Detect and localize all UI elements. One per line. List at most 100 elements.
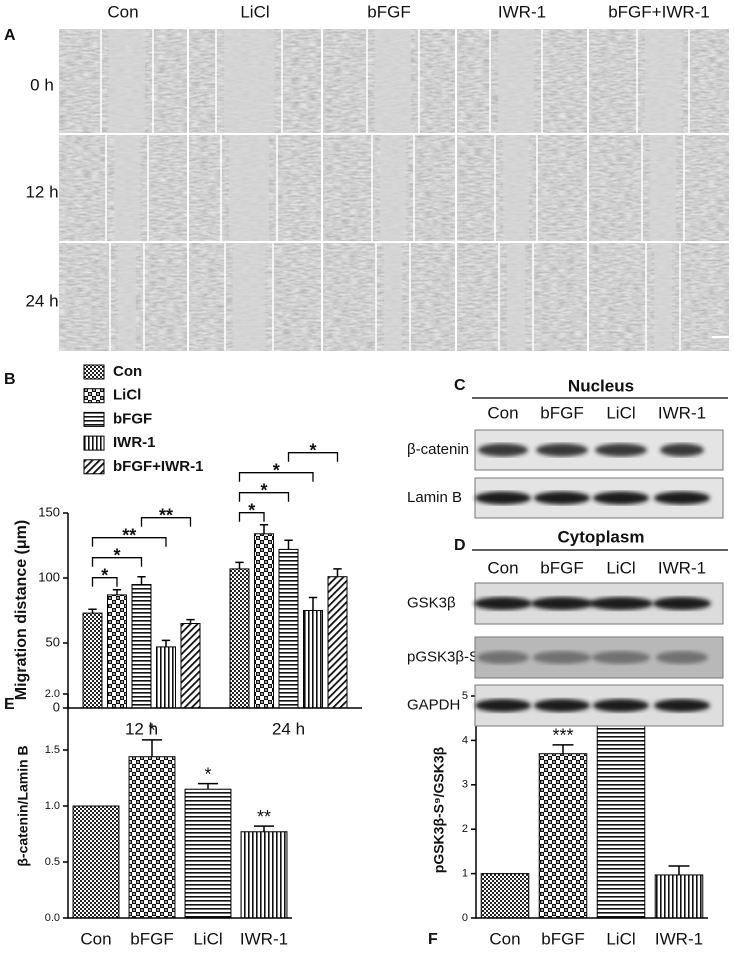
wound-area [380,135,406,241]
blot-band [654,699,710,712]
lane-label: IWR-1 [658,558,706,577]
wound-area [507,243,525,351]
y-tick-label: 0.0 [45,912,60,924]
blot-band [474,597,532,610]
axes [67,694,292,919]
lane-label: Con [487,403,518,422]
error-bar [161,639,171,647]
y-tick-label: 0 [462,912,468,924]
lane-label: LiCl [606,558,635,577]
legend-swatch [83,364,105,380]
x-tick-label: 24 h [272,719,305,738]
bar [131,584,152,709]
lane-label: Con [487,558,518,577]
y-axis-label: Migration distance (μm) [13,520,30,700]
x-tick-label: bFGF [130,929,173,948]
significance-label: ** [257,807,271,827]
x-tick-label: Con [489,929,520,948]
significance-label: ** [159,505,173,525]
significance-bracket [238,512,265,522]
wound-area [654,243,672,351]
blot-band [478,443,528,457]
significance-bracket [287,452,339,462]
wound-area [114,135,140,241]
wound-area [645,29,681,133]
significance-label: *** [552,726,573,746]
column-label: bFGF [367,2,410,21]
blot-band [654,491,710,505]
blot-band [533,651,591,664]
bar [278,548,299,709]
panel-letter: D [454,537,466,554]
y-tick-label: 2.0 [45,688,60,700]
panel-letter: F [428,931,438,948]
error-bar [552,744,574,754]
legend-swatch [83,411,105,427]
y-tick-label: 0.5 [45,856,60,868]
significance-label: * [113,545,120,565]
panel-letter: B [4,371,16,388]
x-tick-label: IWR-1 [655,929,703,948]
bar [128,756,176,919]
bar [229,568,250,709]
blot-band [536,443,588,457]
column-label: Con [107,2,138,21]
bar [184,788,232,919]
y-axis-label: pGSK3β-S⁹/GSK3β [431,746,447,873]
y-tick-label: 100 [38,569,60,584]
blot-row-label: GSK3β [407,594,456,611]
wound-area [650,135,676,241]
blot-band [477,651,529,664]
wound-area [118,243,136,351]
y-tick-label: 1.0 [45,800,60,812]
wound-area [503,135,529,241]
panel-letter: E [4,696,15,713]
error-bar [284,539,293,550]
blot-band [534,491,590,505]
column-label: bFGF+IWR-1 [608,2,710,21]
significance-bracket [238,492,290,502]
bar [480,873,530,919]
blot-band [660,443,704,457]
blot-band [534,699,590,712]
y-tick-label: 3 [462,779,468,791]
legend-label: bFGF [113,410,152,427]
bar [303,610,323,709]
bar [240,831,288,919]
significance-label: * [204,764,211,784]
significance-bracket [140,517,192,527]
blot-row-label: Lamin B [407,489,462,506]
legend-label: IWR-1 [113,434,156,451]
row-label: 12 h [25,182,58,201]
panel-a: A Con LiCl bFGF IWR-1 bFGF+IWR-1 0 h 12 h 24 h [4,2,730,351]
error-bar [137,575,146,585]
y-tick-label: 50 [46,634,60,649]
row-label: 24 h [25,291,58,310]
blot-band [475,491,531,505]
wound-area [109,29,145,133]
error-bar [259,523,269,534]
bar [327,576,348,709]
y-tick-label: 4 [462,734,468,746]
legend-swatch [83,459,105,475]
lane-label: bFGF [540,558,583,577]
x-tick-label: Con [80,929,111,948]
x-tick-label: IWR-1 [240,929,288,948]
significance-bracket [91,577,118,587]
blot-title: Cytoplasm [558,527,645,546]
significance-label: * [273,460,280,480]
blot-row-label: pGSK3β-S⁹ [407,648,485,665]
wound-area [229,135,269,241]
y-axis-label: β-catenin/Lamin B [15,745,31,866]
significance-label: * [148,721,155,741]
blot-row-label: β-catenin [407,441,469,458]
significance-label: * [101,565,108,585]
blot-row-label: GAPDH [407,696,460,713]
y-tick-label: 2 [462,823,468,835]
error-bar [333,568,342,577]
wound-area [375,29,411,133]
significance-label: * [260,480,267,500]
bar [156,646,176,709]
lane-label: bFGF [540,403,583,422]
